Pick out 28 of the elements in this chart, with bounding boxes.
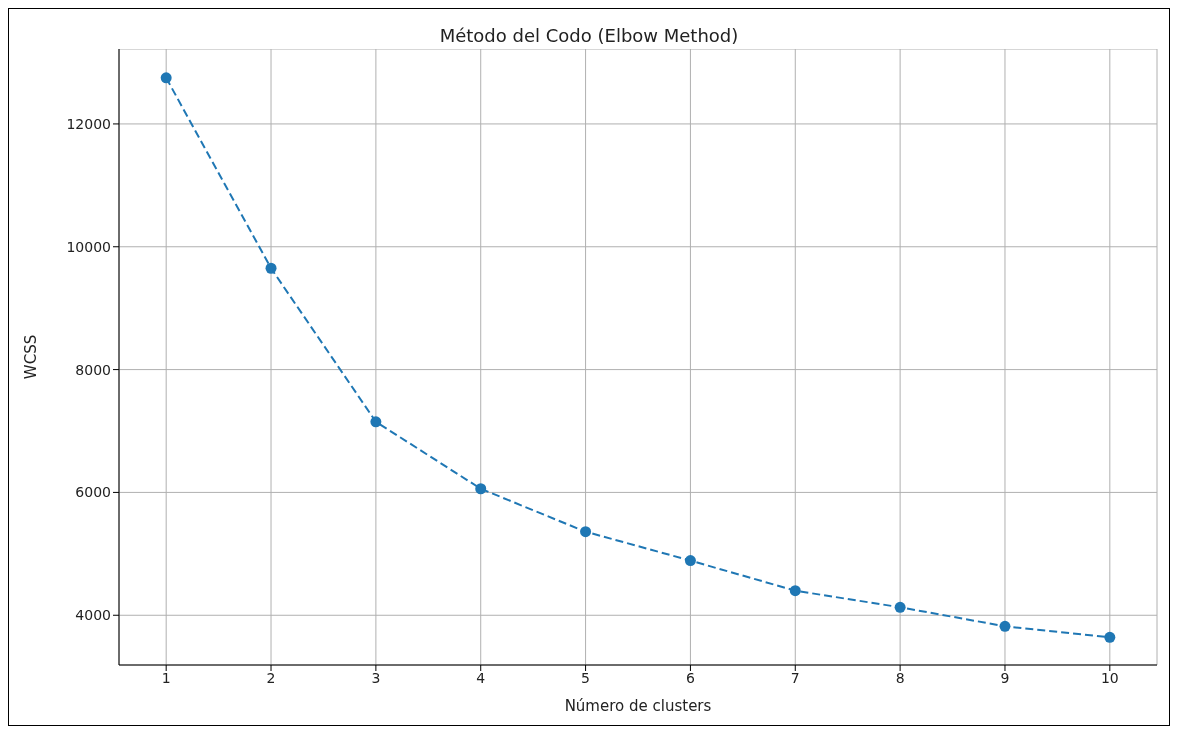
x-tick-label: 5 [581,669,591,686]
chart-title: Método del Codo (Elbow Method) [438,25,740,46]
point [789,585,801,597]
x-tick-label: 4 [476,669,486,686]
point [999,620,1011,632]
point [475,483,487,495]
x-tick-label: 3 [371,669,381,686]
point [580,526,592,538]
point [370,416,382,428]
point [265,262,277,274]
y-tick-label: 10000 [66,238,111,255]
x-tick-label: 1 [161,669,171,686]
x-tick-label: 10 [1100,669,1119,686]
y-tick-label: 6000 [75,484,111,501]
y-tick-label: 8000 [75,361,111,378]
point [894,601,906,613]
point [684,555,696,567]
y-tick-label: 4000 [75,607,111,624]
point [160,72,172,84]
x-tick-label: 8 [895,669,905,686]
y-axis-title: WCSS [22,334,41,380]
x-tick-label: 9 [1000,669,1010,686]
x-tick-label: 6 [685,669,695,686]
x-tick-label: 2 [266,669,276,686]
y-tick-label: 12000 [66,115,111,132]
point [1104,631,1116,643]
x-tick-label: 7 [790,669,800,686]
x-axis-title: Número de clusters [564,697,712,715]
